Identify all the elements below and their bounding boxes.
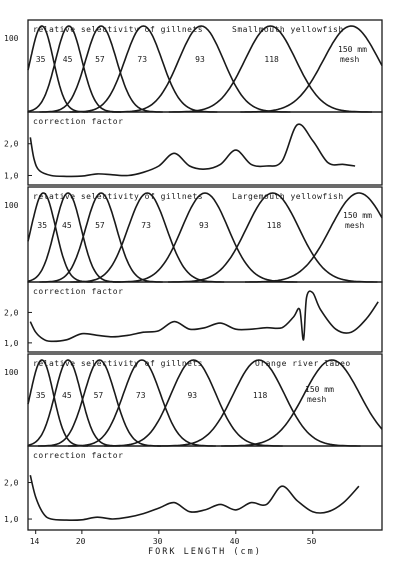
selectivity-panel-frame	[27, 186, 383, 283]
selectivity-curve-45	[27, 359, 121, 447]
mesh-size-label: 93	[187, 391, 197, 400]
y-tick-label: 100	[4, 201, 19, 210]
y-tick-label: 2,0	[4, 140, 19, 149]
mesh-size-label: 57	[94, 391, 104, 400]
selectivity-curve-57	[39, 25, 163, 113]
x-tick-label: 50	[307, 537, 317, 546]
mesh-size-label: mesh	[345, 221, 364, 230]
mesh-size-label: 118	[267, 221, 282, 230]
selectivity-curve-93	[112, 192, 298, 283]
x-tick-label: 40	[230, 537, 240, 546]
correction-factor-line	[29, 475, 360, 522]
correction-factor-line	[29, 290, 379, 343]
correction-panel-label: correction factor	[33, 117, 123, 126]
correction-panel-label: correction factor	[33, 451, 123, 460]
x-tick-label: 14	[30, 537, 40, 546]
mesh-size-label: 150 mm	[305, 385, 334, 394]
correction-panel-frame	[27, 111, 383, 186]
species-name: Orange river labeo	[255, 359, 351, 368]
mesh-size-label: 150 mm	[338, 45, 367, 54]
y-tick-label: 2,0	[4, 479, 19, 488]
selectivity-curve-35	[27, 25, 89, 113]
selectivity-curve-150	[245, 192, 383, 283]
selectivity-panel-label: relative selectivity of gillnets	[33, 192, 203, 201]
y-tick-label: 1,0	[4, 339, 19, 348]
correction-panel-frame	[27, 281, 383, 353]
correction-factor-line	[29, 123, 356, 178]
x-axis-title: FORK LENGTH (cm)	[148, 547, 262, 557]
mesh-size-label: 73	[137, 55, 147, 64]
species-name: Smallmouth yellowfish	[232, 25, 344, 34]
y-tick-label: 1,0	[4, 515, 19, 524]
mesh-size-label: 93	[199, 221, 209, 230]
selectivity-curve-45	[27, 25, 122, 113]
x-tick-label: 30	[153, 537, 163, 546]
mesh-size-label: 150 mm	[343, 211, 372, 220]
mesh-size-label: 73	[141, 221, 151, 230]
selectivity-curve-73	[69, 25, 218, 113]
mesh-size-label: 35	[36, 391, 46, 400]
mesh-size-label: 57	[95, 55, 105, 64]
selectivity-panel-label: relative selectivity of gillnets	[33, 359, 203, 368]
mesh-size-label: 45	[63, 55, 73, 64]
y-tick-label: 100	[4, 34, 19, 43]
mesh-size-label: 35	[36, 55, 46, 64]
correction-panel-label: correction factor	[33, 287, 123, 296]
selectivity-panel-label: relative selectivity of gillnets	[33, 25, 203, 34]
y-tick-label: 100	[4, 368, 19, 377]
y-tick-label: 1,0	[4, 171, 19, 180]
selectivity-curve-93	[111, 25, 291, 113]
y-tick-label: 2,0	[4, 308, 19, 317]
selectivity-curve-150	[240, 25, 383, 113]
mesh-size-label: 45	[62, 221, 72, 230]
mesh-size-label: 118	[253, 391, 268, 400]
x-tick-label: 20	[76, 537, 86, 546]
selectivity-curve-118	[168, 192, 378, 283]
mesh-size-label: 57	[95, 221, 105, 230]
selectivity-curve-118	[168, 25, 372, 113]
mesh-size-label: mesh	[307, 395, 326, 404]
species-name: Largemouth yellowfish	[232, 192, 344, 201]
mesh-size-label: 93	[195, 55, 205, 64]
selectivity-curve-118	[157, 359, 361, 447]
mesh-size-label: 118	[264, 55, 279, 64]
selectivity-curve-35	[27, 359, 89, 447]
mesh-size-label: mesh	[340, 55, 359, 64]
selectivity-curve-45	[27, 192, 121, 283]
mesh-size-label: 45	[62, 391, 72, 400]
selectivity-curve-150	[221, 359, 383, 447]
selectivity-curve-73	[70, 192, 225, 283]
selectivity-curve-57	[38, 359, 162, 447]
mesh-size-label: 35	[37, 221, 47, 230]
correction-panel-frame	[27, 445, 383, 531]
selectivity-curve-93	[104, 359, 283, 447]
mesh-size-label: 73	[136, 391, 146, 400]
